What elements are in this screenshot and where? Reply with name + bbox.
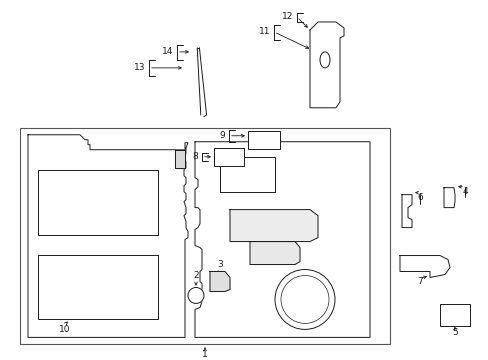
Text: 6: 6 [416,193,422,202]
Circle shape [274,270,334,329]
Polygon shape [229,210,317,242]
Text: 8: 8 [192,152,198,161]
Bar [214,148,244,166]
Text: 2: 2 [193,271,199,280]
Polygon shape [401,195,411,228]
Polygon shape [209,271,229,292]
Text: 1: 1 [202,350,207,359]
Bar [38,170,158,235]
Circle shape [187,288,203,303]
Text: 13: 13 [134,63,145,72]
Text: 4: 4 [461,187,467,196]
Polygon shape [309,22,343,108]
Text: 14: 14 [162,48,173,57]
Text: 5: 5 [451,328,457,337]
Text: 10: 10 [59,325,71,334]
Text: 11: 11 [259,27,270,36]
Ellipse shape [319,52,329,68]
Bar [220,157,274,192]
Text: 7: 7 [416,277,422,286]
Bar [439,305,469,327]
Bar [247,131,280,149]
Polygon shape [175,150,184,168]
Polygon shape [399,256,449,278]
Bar [20,128,389,345]
Text: 12: 12 [282,13,293,22]
Text: 3: 3 [217,260,223,269]
Polygon shape [195,142,369,337]
Polygon shape [249,242,299,265]
Polygon shape [443,188,454,208]
Bar [38,255,158,319]
Text: 9: 9 [219,131,224,140]
Polygon shape [28,135,187,337]
